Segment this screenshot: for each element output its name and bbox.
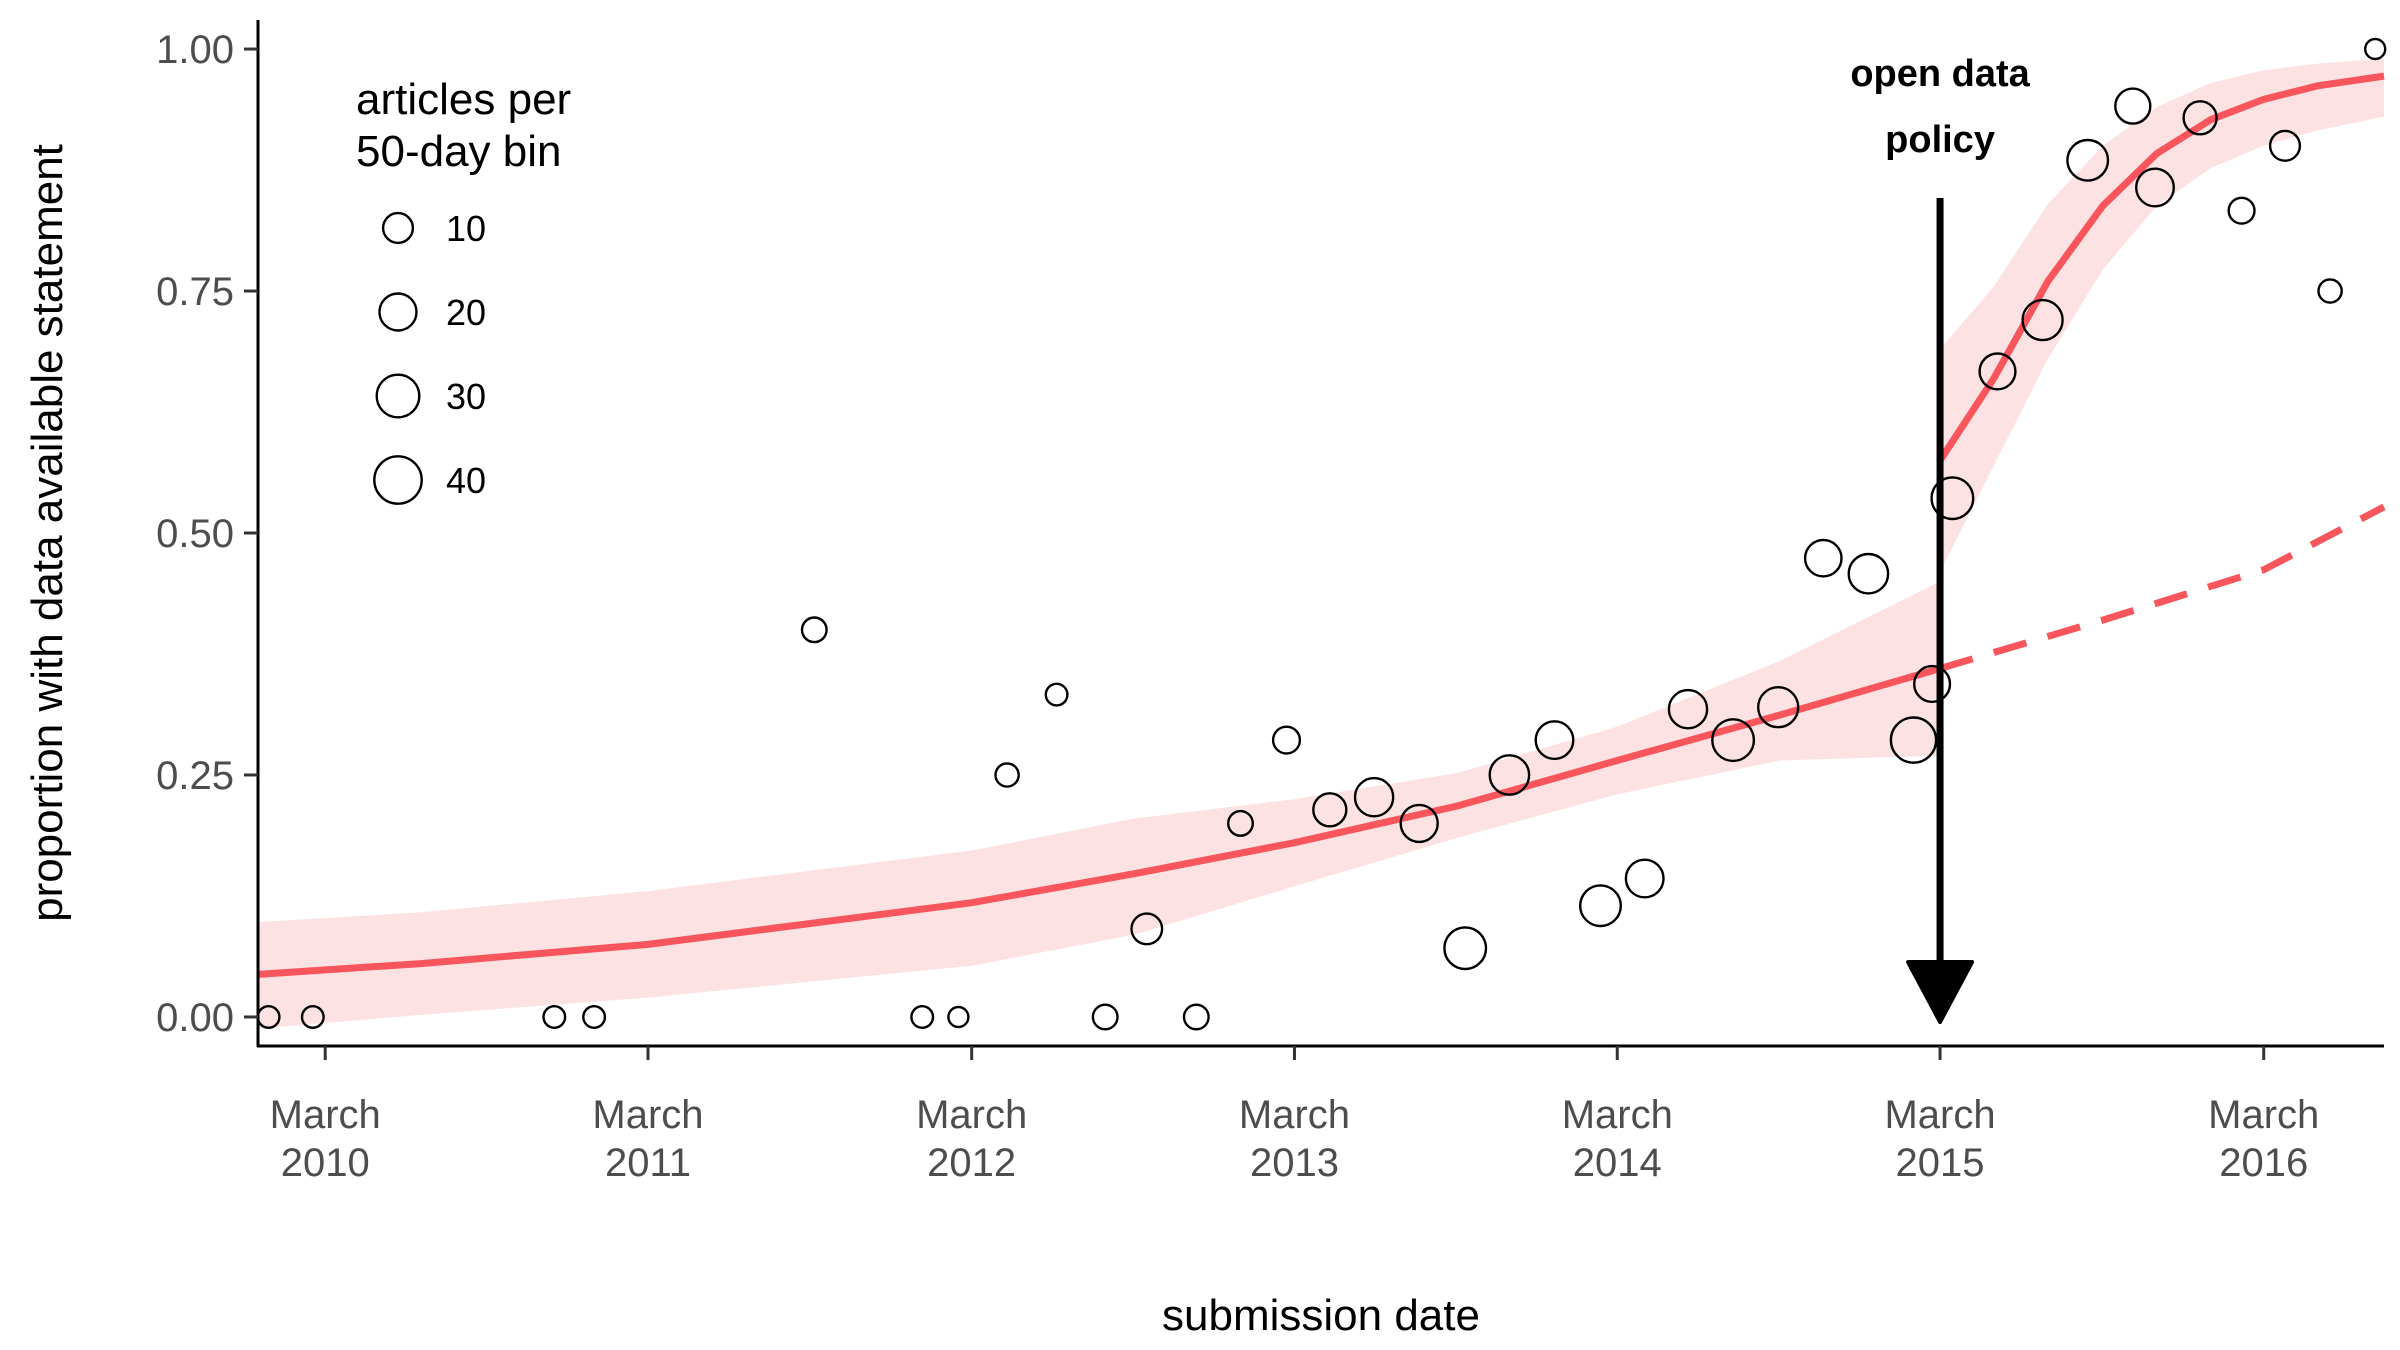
data-point — [1912, 664, 1952, 704]
x-tick-label-year: 2011 — [605, 1141, 691, 1185]
y-tick-label: 0.50 — [156, 512, 234, 556]
data-point — [1534, 720, 1575, 761]
post-policy-fit-line — [1937, 72, 2385, 463]
legend-title-line: 50-day bin — [356, 127, 561, 176]
data-point — [1756, 686, 1800, 729]
data-point — [800, 616, 828, 644]
confidence-ribbon-layer — [258, 58, 2384, 1029]
data-point — [2182, 100, 2218, 136]
y-tick-label: 0.25 — [156, 754, 234, 798]
legend-size-label: 20 — [446, 292, 486, 333]
data-point — [2066, 138, 2110, 182]
post-policy-confidence-band — [1940, 58, 2384, 572]
data-point — [1130, 912, 1164, 946]
data-point — [1978, 352, 2017, 391]
data-point — [1044, 682, 1069, 707]
data-point — [1889, 716, 1938, 764]
data-point — [1930, 476, 1975, 521]
data-point — [1312, 792, 1348, 828]
data-point — [947, 1005, 970, 1029]
x-tick-label-month: March — [270, 1093, 381, 1137]
axis-layer: 0.000.250.500.751.00March2010March2011Ma… — [23, 20, 2384, 1340]
data-point — [1711, 718, 1756, 763]
data-point — [2317, 278, 2343, 304]
x-tick-label-year: 2012 — [927, 1141, 1016, 1185]
x-tick-label-month: March — [916, 1093, 1027, 1137]
x-tick-label-year: 2014 — [1573, 1141, 1662, 1185]
data-point — [542, 1005, 567, 1030]
data-point — [2021, 298, 2064, 342]
x-tick-label-year: 2015 — [1896, 1141, 1985, 1185]
data-point — [1399, 803, 1439, 844]
legend-size-circle — [381, 211, 415, 245]
legend-title-line: articles per — [356, 75, 571, 124]
data-point — [2114, 87, 2152, 125]
pre-policy-confidence-band — [258, 581, 1941, 1029]
data-point — [1847, 552, 1890, 595]
legend-size-circle — [373, 455, 423, 505]
data-point — [1443, 926, 1488, 971]
legend-size-label: 40 — [446, 460, 486, 501]
x-tick-label-month: March — [592, 1093, 703, 1137]
data-point — [1353, 776, 1395, 818]
legend-size-label: 10 — [446, 208, 486, 249]
x-tick-label-year: 2016 — [2219, 1141, 2308, 1185]
y-tick-label: 0.75 — [156, 270, 234, 314]
data-point-layer — [256, 37, 2387, 1031]
legend-size-circle — [378, 292, 418, 332]
y-tick-label: 1.00 — [156, 28, 234, 72]
x-tick-label-month: March — [1562, 1093, 1673, 1137]
data-point — [582, 1005, 607, 1030]
x-tick-label-month: March — [1884, 1093, 1995, 1137]
policy-annotation: open data policy — [1850, 53, 2031, 1024]
data-point — [300, 1005, 325, 1030]
fit-line-layer — [257, 72, 2386, 978]
legend-size-label: 30 — [446, 376, 486, 417]
x-tick-label-year: 2010 — [281, 1141, 370, 1185]
data-point — [1803, 538, 1843, 578]
data-point — [1271, 725, 1302, 755]
y-axis-title: proportion with data available statement — [23, 144, 72, 922]
data-point — [1182, 1003, 1210, 1031]
y-tick-label: 0.00 — [156, 996, 234, 1040]
data-point — [2227, 196, 2256, 225]
annotation-text-line: policy — [1885, 119, 1995, 161]
data-point — [1488, 754, 1531, 796]
data-point — [910, 1005, 935, 1030]
x-axis-title: submission date — [1162, 1291, 1480, 1340]
data-point — [1624, 858, 1665, 899]
data-point — [2363, 37, 2387, 61]
data-point — [1091, 1003, 1119, 1031]
legend-size-circle — [375, 373, 421, 419]
data-point — [1667, 688, 1709, 730]
policy-arrow-head — [1906, 960, 1975, 1024]
data-point — [1226, 809, 1254, 837]
data-point — [1578, 884, 1622, 928]
data-point — [994, 762, 1020, 788]
x-tick-label-year: 2013 — [1250, 1141, 1339, 1185]
annotation-text-line: open data — [1850, 53, 2030, 95]
x-tick-label-month: March — [2208, 1093, 2319, 1137]
data-point — [2268, 129, 2302, 162]
x-tick-label-month: March — [1239, 1093, 1350, 1137]
data-point — [2134, 167, 2175, 208]
counterfactual-fit-line — [1939, 503, 2386, 672]
pre-policy-fit-line — [257, 665, 1942, 978]
